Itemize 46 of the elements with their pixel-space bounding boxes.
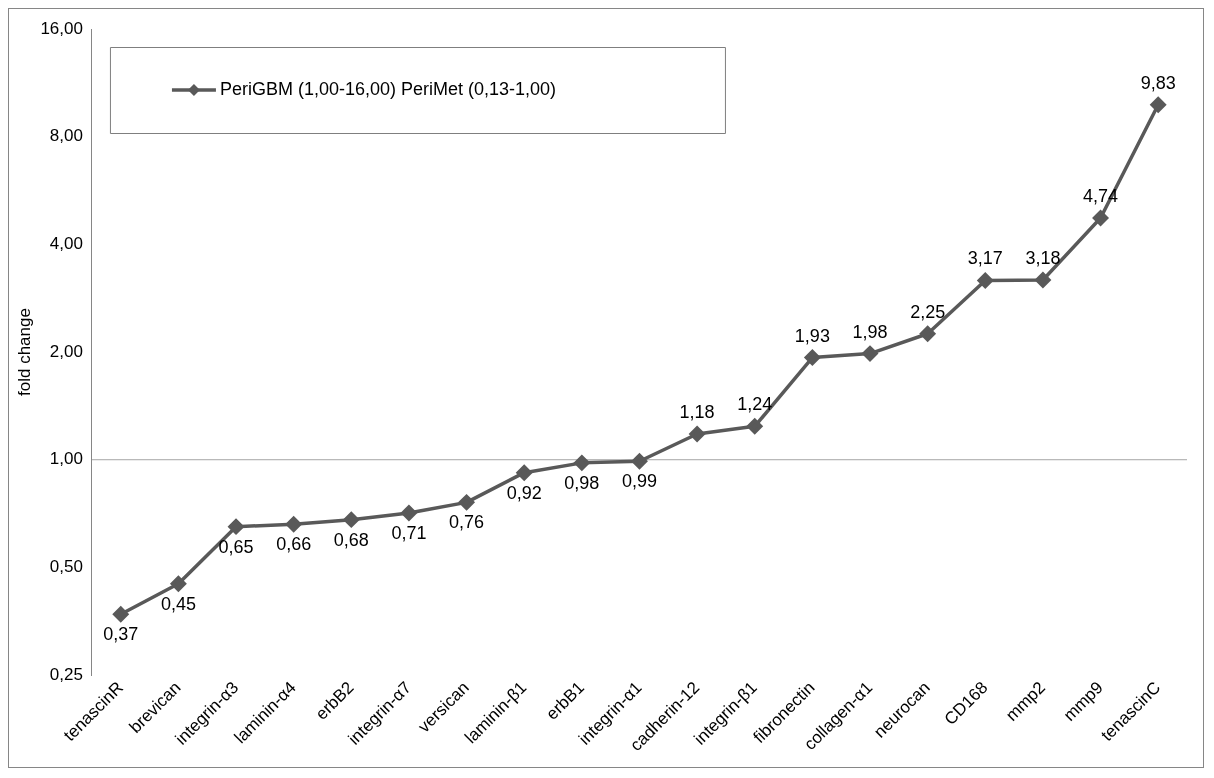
y-axis-title: fold change xyxy=(14,308,34,396)
data-label: 0,45 xyxy=(160,593,196,614)
data-label: 0,37 xyxy=(103,624,139,645)
point xyxy=(228,518,244,535)
y-tick-label: 0,50 xyxy=(49,557,83,577)
point xyxy=(343,511,360,528)
data-label: 1,24 xyxy=(737,394,773,415)
point xyxy=(631,453,648,470)
data-label: 1,18 xyxy=(679,401,715,422)
y-tick-label: 4,00 xyxy=(49,234,83,254)
point xyxy=(170,576,187,592)
point xyxy=(1035,272,1051,288)
point xyxy=(1150,96,1166,113)
point xyxy=(977,272,994,289)
y-tick-label: 2,00 xyxy=(49,341,83,361)
data-label: 0,65 xyxy=(218,536,254,557)
data-label: 0,98 xyxy=(564,472,600,493)
point xyxy=(458,494,475,511)
point xyxy=(919,326,936,342)
data-label: 0,66 xyxy=(276,534,312,555)
y-tick-label: 0,25 xyxy=(49,664,83,684)
legend-label: PeriGBM (1,00-16,00) PeriMet (0,13-1,00) xyxy=(219,78,557,99)
point xyxy=(401,505,417,521)
point xyxy=(689,426,705,442)
data-label: 3,17 xyxy=(967,248,1003,269)
data-label: 1,93 xyxy=(794,325,830,346)
point xyxy=(516,464,532,481)
data-label: 1,98 xyxy=(852,321,888,342)
point xyxy=(574,455,590,471)
point xyxy=(746,418,763,435)
point xyxy=(804,349,821,366)
point xyxy=(1092,210,1109,226)
data-label: 0,68 xyxy=(333,529,369,550)
y-tick-label: 16,00 xyxy=(40,18,83,38)
data-label: 2,25 xyxy=(910,301,946,322)
point xyxy=(113,606,129,622)
data-label: 0,71 xyxy=(391,522,427,543)
point xyxy=(285,516,302,533)
data-label: 0,99 xyxy=(621,471,657,492)
data-label: 0,92 xyxy=(506,482,542,503)
point xyxy=(862,345,878,362)
y-tick-label: 8,00 xyxy=(49,126,83,146)
data-label: 3,18 xyxy=(1025,247,1061,268)
data-label: 0,76 xyxy=(449,512,485,533)
data-label: 9,83 xyxy=(1140,72,1176,93)
y-tick-label: 1,00 xyxy=(49,449,83,469)
